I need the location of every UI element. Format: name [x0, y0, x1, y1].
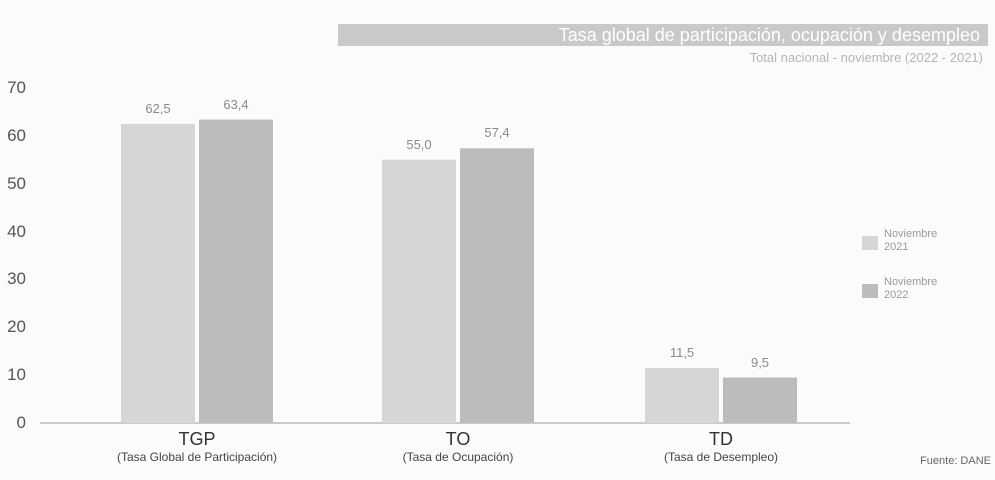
category-name: (Tasa de Desempleo)	[663, 450, 779, 464]
bar-to-2022	[460, 148, 534, 424]
data-label: 57,4	[484, 125, 510, 141]
legend: Noviembre 2021 Noviembre 2022	[862, 228, 956, 324]
legend-item-2021: Noviembre 2021	[862, 228, 956, 254]
legend-item-2022: Noviembre 2022	[862, 276, 956, 302]
category-code: TD	[709, 429, 733, 449]
source-note: Fuente: DANE	[920, 455, 991, 467]
bar-td-2022	[723, 377, 797, 423]
category-code: TGP	[178, 429, 216, 449]
y-tick-label: 20	[7, 317, 26, 337]
y-tick-label: 30	[7, 269, 26, 289]
legend-swatch-2022	[862, 284, 878, 298]
y-tick-label: 50	[7, 173, 26, 193]
category-label-tgp: TGP (Tasa Global de Participación)	[117, 429, 277, 465]
y-tick-label: 40	[7, 221, 26, 241]
data-label: 9,5	[750, 354, 770, 370]
category-label-to: TO (Tasa de Ocupación)	[403, 429, 514, 465]
bar-to-2021	[382, 159, 456, 424]
y-tick-label: 60	[7, 125, 26, 145]
data-label: 55,0	[406, 136, 432, 152]
bar-td-2021	[645, 367, 719, 423]
legend-label-2021: Noviembre 2021	[884, 228, 938, 253]
chart-title: Tasa global de participación, ocupación …	[338, 24, 988, 46]
legend-swatch-2021	[862, 236, 878, 250]
bar-tgp-2021	[121, 123, 195, 424]
chart-subtitle: Total nacional - noviembre (2022 - 2021)	[749, 50, 983, 65]
category-name: (Tasa Global de Participación)	[116, 450, 278, 464]
category-label-td: TD (Tasa de Desempleo)	[664, 429, 778, 465]
data-label: 63,4	[223, 96, 249, 112]
y-tick-label: 0	[16, 413, 26, 432]
data-label: 11,5	[669, 344, 695, 360]
y-tick-label: 70	[7, 78, 26, 97]
y-tick-label: 10	[7, 365, 26, 385]
legend-label-2022: Noviembre 2022	[884, 276, 938, 301]
category-code: TO	[445, 429, 471, 449]
bar-tgp-2022	[199, 119, 273, 423]
data-label: 62,5	[145, 100, 171, 116]
category-name: (Tasa de Ocupación)	[402, 450, 514, 464]
